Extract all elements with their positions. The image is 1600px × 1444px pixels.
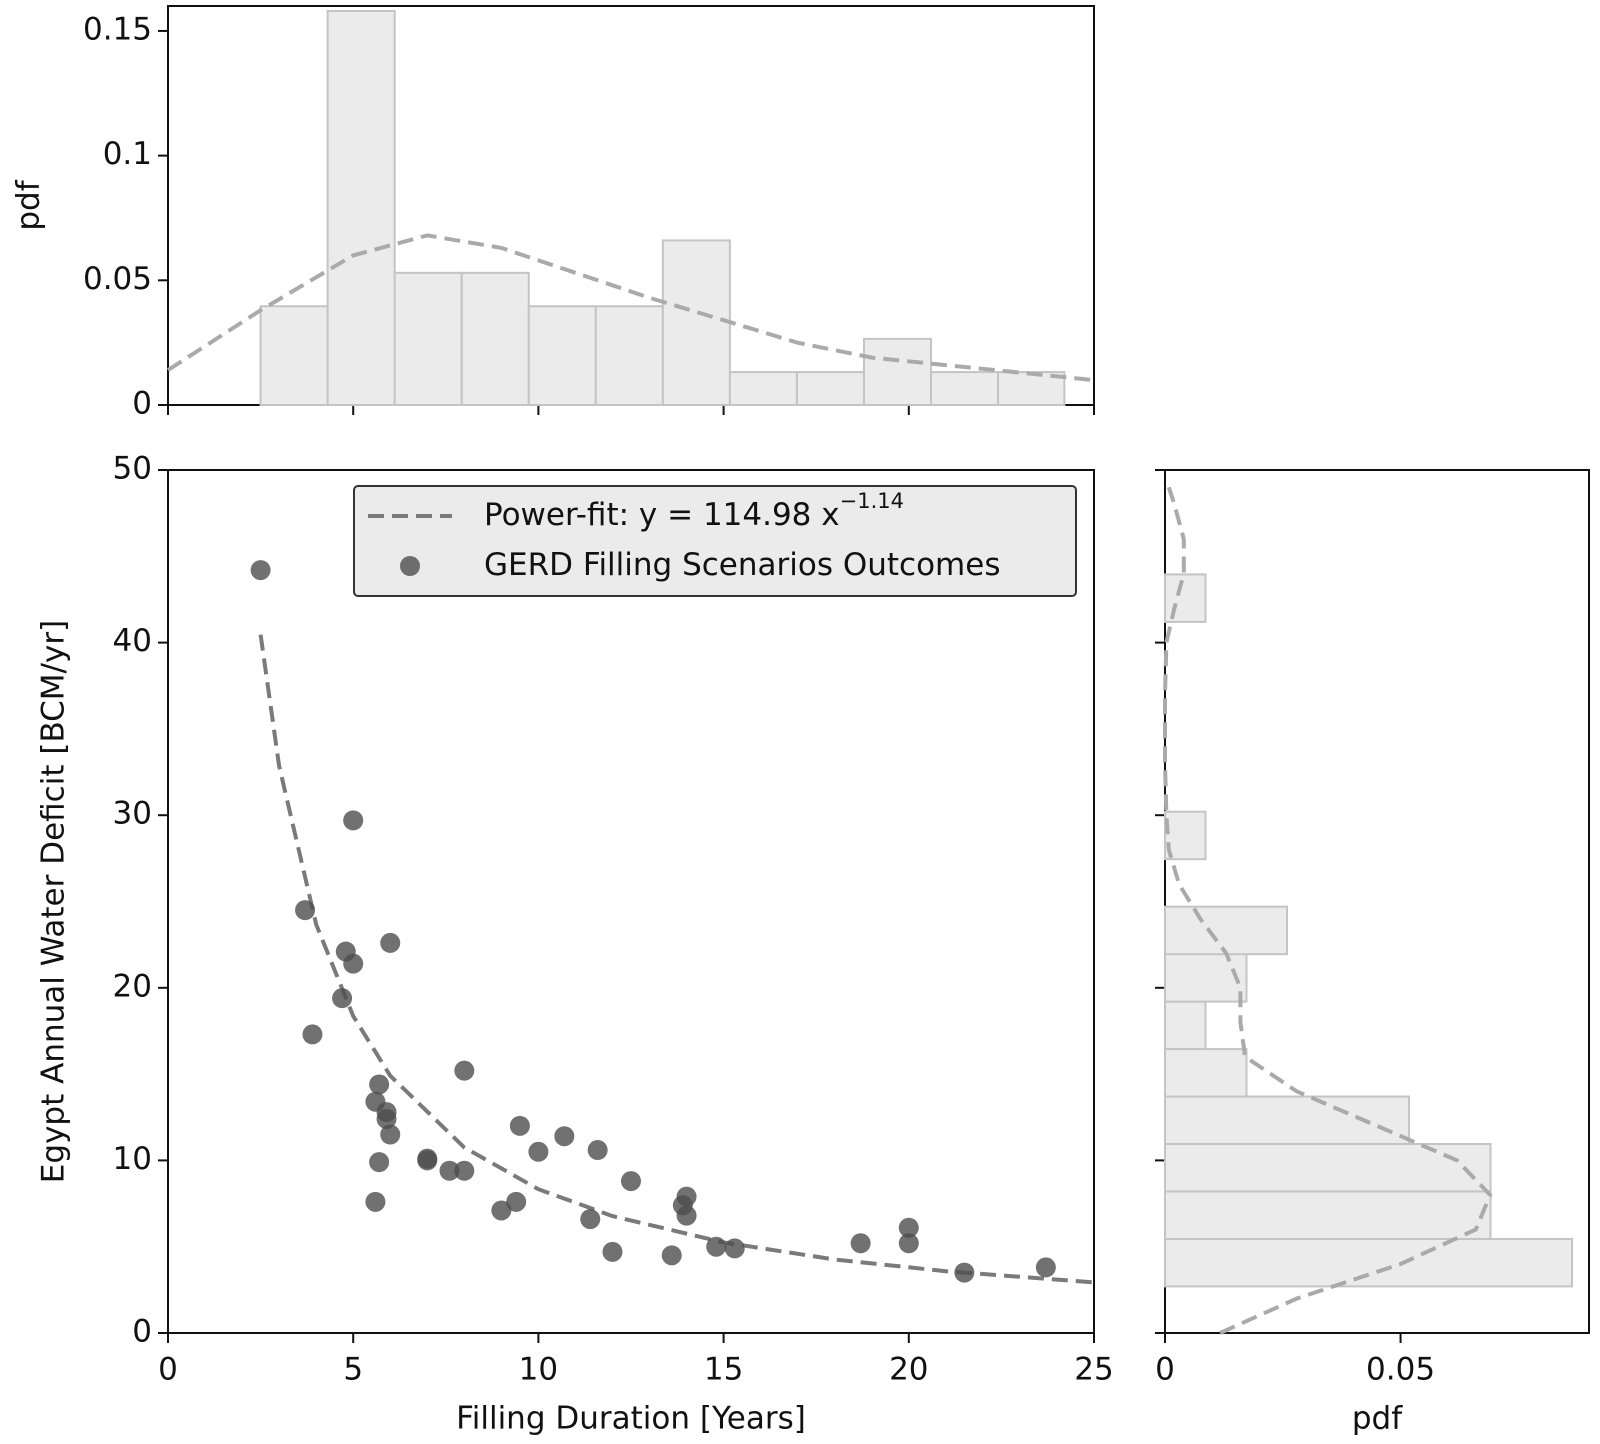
scatter-point <box>343 953 364 974</box>
scatter-point <box>661 1245 682 1266</box>
scatter-point <box>676 1186 697 1207</box>
scatter-point <box>380 1124 401 1145</box>
y-tick-label: 20 <box>113 968 152 1004</box>
x-tick-label: 25 <box>1074 1352 1113 1388</box>
kde-curve <box>166 233 1095 383</box>
scatter-point <box>528 1141 549 1162</box>
histogram-bar <box>1164 810 1207 861</box>
legend-text: Power-fit: y = 114.98 x <box>484 497 840 533</box>
scatter-point <box>580 1209 601 1230</box>
scatter-point <box>439 1160 460 1181</box>
x-axis-label: pdf <box>1352 1401 1403 1437</box>
legend-box <box>353 485 1077 597</box>
scatter-point <box>554 1126 575 1147</box>
right-axes <box>1164 469 1590 1334</box>
y-axis-label: pdf <box>11 179 47 230</box>
y-tick-label: 30 <box>113 796 152 832</box>
scatter-point <box>506 1191 527 1212</box>
scatter-point <box>376 1102 397 1123</box>
scatter-point <box>369 1152 390 1173</box>
x-tick-label: 0 <box>158 1352 178 1388</box>
scatter-point <box>417 1150 438 1171</box>
y-tick-label: 0.1 <box>103 136 152 172</box>
histogram-bar <box>1164 1237 1574 1288</box>
histogram-bar <box>1164 1190 1492 1240</box>
histogram-bar <box>259 305 329 406</box>
scatter-point <box>509 1115 530 1136</box>
legend-text: GERD Filling Scenarios Outcomes <box>484 547 1000 583</box>
x-tick-label: 10 <box>519 1352 558 1388</box>
scatter-point <box>602 1241 623 1262</box>
scatter-point <box>343 810 364 831</box>
x-tick-label: 0 <box>1155 1352 1175 1388</box>
scatter-point <box>332 988 353 1009</box>
histogram-bar <box>527 305 597 406</box>
histogram-bar <box>393 271 463 406</box>
x-tick-label: 15 <box>704 1352 743 1388</box>
x-axis-label: Filling Duration [Years] <box>456 1401 806 1437</box>
histogram-bar <box>1164 905 1289 956</box>
scatter-point <box>454 1060 475 1081</box>
y-tick-label: 0 <box>132 386 152 422</box>
scatter-point <box>491 1200 512 1221</box>
scatter-point <box>898 1217 919 1238</box>
histogram-bar <box>728 371 798 406</box>
scatter-point <box>850 1233 871 1254</box>
legend-label: Power-fit: y = 114.98 x−1.14 <box>484 489 904 533</box>
scatter-point <box>587 1140 608 1161</box>
histogram-bar <box>326 9 396 407</box>
scatter-point <box>724 1238 745 1259</box>
y-tick-label: 10 <box>113 1141 152 1177</box>
scatter-point <box>676 1205 697 1226</box>
scatter-point <box>621 1171 641 1192</box>
y-tick-label: 50 <box>113 451 152 487</box>
scatter-point <box>454 1160 475 1181</box>
histogram-bar <box>1164 1095 1411 1146</box>
scatter-point <box>302 1024 323 1045</box>
histogram-bar <box>1164 953 1248 1003</box>
y-axis-label: Egypt Annual Water Deficit [BCM/yr] <box>36 620 72 1183</box>
scatter-point <box>380 932 401 953</box>
y-tick-label: 0.05 <box>83 261 152 297</box>
main-axes <box>167 469 1095 1334</box>
y-tick-label: 0.15 <box>83 11 152 47</box>
legend-superscript: −1.14 <box>840 489 904 513</box>
scatter-point <box>898 1233 919 1254</box>
x-tick-label: 20 <box>889 1352 928 1388</box>
y-tick-label: 40 <box>113 623 152 659</box>
legend: Power-fit: y = 114.98 x−1.14 GERD Filling… <box>353 485 1077 597</box>
scatter-point <box>365 1191 386 1212</box>
histogram-bar <box>1164 1000 1207 1051</box>
kde-curve <box>1163 486 1493 1335</box>
x-tick-label: 0.05 <box>1366 1352 1435 1388</box>
legend-marker <box>400 556 420 576</box>
scatter-point <box>1035 1257 1056 1278</box>
histogram-bar <box>795 371 865 406</box>
x-tick-label: 5 <box>343 1352 363 1388</box>
histogram-bar <box>930 371 1000 406</box>
scatter-point <box>706 1236 727 1257</box>
scatter-point <box>250 560 271 581</box>
scatter-point <box>369 1074 390 1095</box>
histogram-bar <box>661 239 731 406</box>
histogram-bar <box>1164 1143 1492 1193</box>
histogram-bar <box>1164 1048 1248 1098</box>
legend-label: GERD Filling Scenarios Outcomes <box>484 547 1000 583</box>
histogram-bar <box>460 271 530 406</box>
fit-line <box>258 634 1095 1285</box>
histogram-bar <box>594 305 664 406</box>
scatter-point <box>954 1262 975 1283</box>
y-tick-label: 0 <box>132 1314 152 1350</box>
histogram-bar <box>862 337 933 406</box>
scatter-point <box>295 900 316 921</box>
